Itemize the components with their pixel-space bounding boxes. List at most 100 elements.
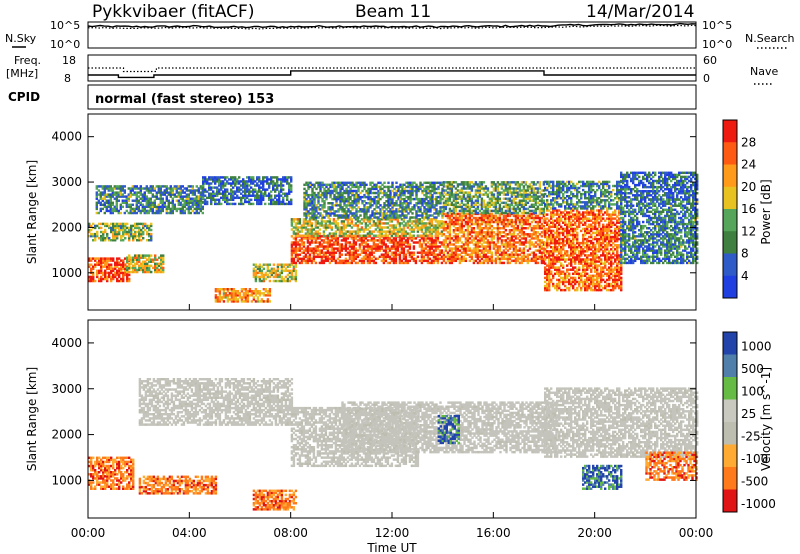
data-cell (387, 193, 390, 197)
data-cell (254, 194, 257, 197)
data-cell (359, 210, 362, 213)
data-cell (516, 255, 520, 259)
data-cell (308, 228, 312, 231)
data-cell (402, 220, 406, 223)
data-cell (364, 237, 368, 240)
data-cell (394, 257, 398, 261)
data-cell (358, 259, 362, 263)
data-cell (328, 218, 332, 221)
data-cell (396, 241, 400, 244)
data-cell (138, 254, 141, 257)
data-cell (424, 222, 428, 225)
data-cell (304, 220, 308, 223)
data-cell (282, 184, 285, 187)
data-cell (436, 228, 440, 231)
data-cell (452, 229, 456, 232)
data-cell (134, 262, 137, 266)
data-cell (396, 220, 400, 223)
data-cell (284, 267, 288, 271)
data-cell (444, 201, 448, 205)
data-cell (494, 211, 498, 215)
data-cell (181, 209, 184, 213)
data-cell (504, 239, 508, 242)
data-cell (448, 241, 452, 244)
data-cell (372, 243, 376, 246)
data-cell (319, 189, 322, 193)
data-cell (387, 214, 390, 217)
data-cell (540, 255, 544, 259)
data-cell (464, 220, 468, 224)
data-cell (232, 296, 236, 299)
data-cell (240, 180, 243, 183)
data-cell (354, 255, 358, 259)
data-cell (324, 251, 328, 254)
data-cell (500, 201, 504, 205)
data-cell (340, 230, 344, 233)
data-cell (318, 235, 322, 238)
data-cell (424, 230, 428, 233)
data-cell (280, 186, 283, 189)
data-cell (406, 259, 410, 263)
data-cell (312, 249, 316, 252)
data-cell (308, 249, 312, 252)
data-cell (536, 249, 540, 252)
data-cell (268, 275, 272, 279)
data-cell (100, 265, 103, 268)
data-cell (392, 255, 396, 259)
data-cell (240, 200, 243, 204)
data-cell (258, 190, 261, 193)
data-cell (388, 247, 392, 250)
data-cell (390, 241, 394, 244)
data-cell (428, 218, 432, 221)
data-cell (169, 191, 172, 194)
data-cell (270, 202, 273, 206)
data-cell (385, 193, 388, 197)
data-cell (426, 237, 430, 240)
data-cell (540, 253, 544, 256)
data-cell (341, 191, 344, 195)
data-cell (288, 271, 292, 275)
data-cell (431, 181, 434, 185)
data-cell (460, 211, 464, 215)
data-cell (280, 277, 284, 281)
data-cell (236, 294, 240, 297)
data-cell (446, 181, 450, 184)
data-cell (494, 261, 498, 265)
data-cell (162, 266, 165, 270)
data-cell (171, 193, 174, 196)
data-cell (114, 237, 117, 240)
data-cell (318, 255, 322, 259)
data-cell (418, 220, 422, 223)
data-cell (133, 199, 136, 202)
data-cell (335, 181, 338, 185)
data-cell (136, 262, 139, 266)
data-cell (375, 200, 378, 203)
data-cell (409, 193, 412, 197)
data-cell (307, 214, 310, 217)
data-cell (431, 185, 434, 189)
data-cell (399, 185, 402, 189)
data-cell (171, 211, 174, 215)
data-cell (323, 191, 326, 195)
data-cell (115, 193, 118, 196)
data-cell (228, 192, 231, 195)
data-cell (482, 227, 486, 230)
data-cell (462, 247, 466, 250)
data-cell (106, 234, 109, 238)
data-cell (252, 290, 256, 293)
data-cell (375, 204, 378, 207)
data-cell (542, 259, 546, 263)
data-cell (310, 249, 314, 252)
data-cell (292, 243, 296, 246)
data-cell (395, 212, 398, 215)
data-cell (288, 202, 291, 206)
data-cell (518, 243, 522, 246)
data-cell (175, 187, 178, 190)
data-cell (407, 204, 410, 207)
data-cell (420, 222, 424, 225)
data-cell (464, 207, 468, 211)
data-cell (397, 187, 400, 191)
data-cell (482, 237, 486, 240)
data-cell (88, 224, 91, 228)
data-cell (124, 273, 127, 277)
